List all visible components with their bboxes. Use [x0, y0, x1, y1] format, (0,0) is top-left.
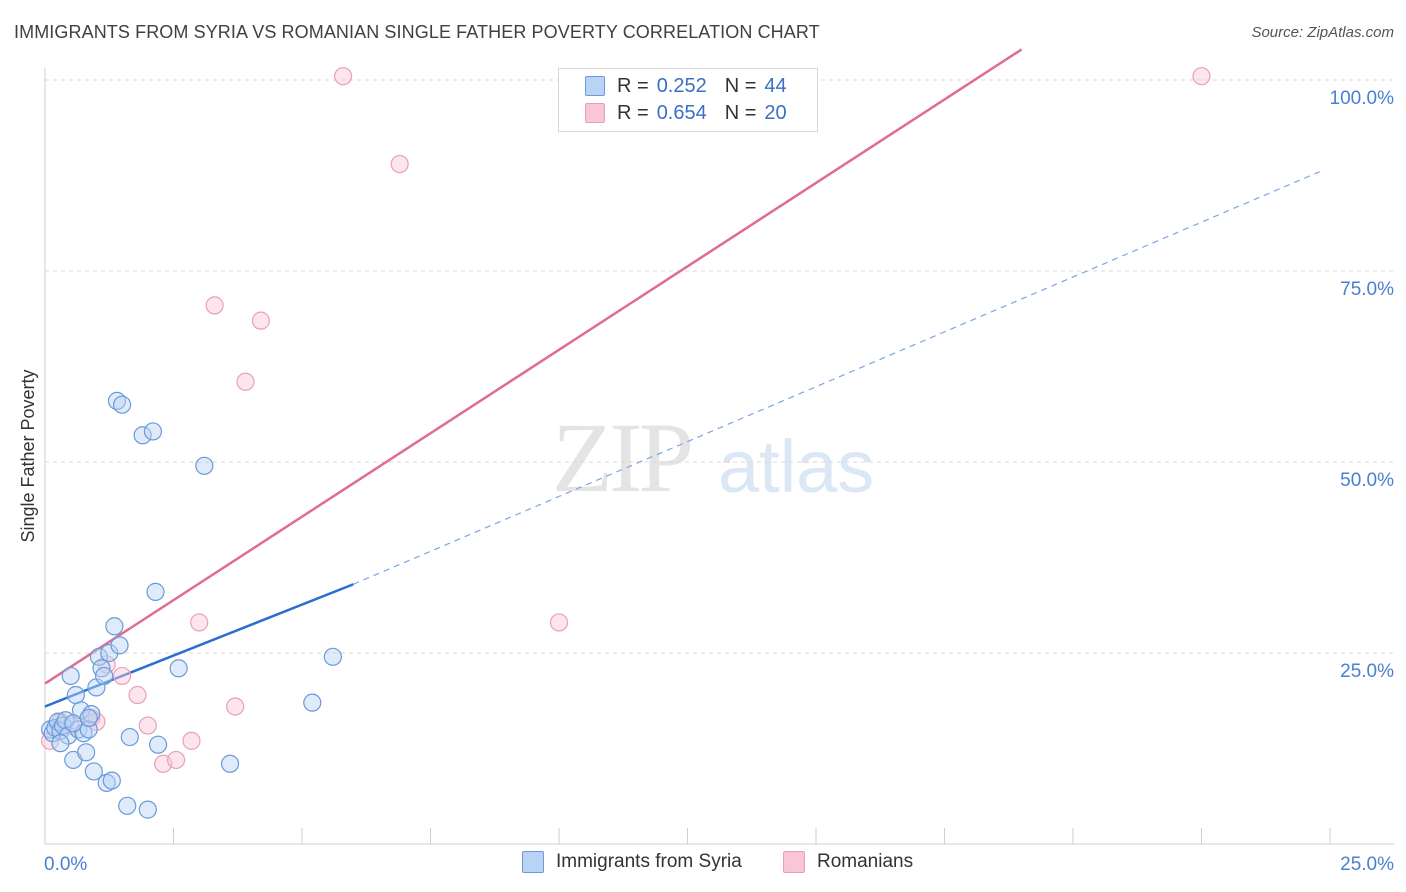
- legend-swatch-pink: [783, 851, 805, 873]
- point-romanians: [166, 750, 186, 770]
- legend-item-romanians[interactable]: Romanians: [783, 851, 913, 873]
- point-romanians: [1192, 67, 1211, 86]
- point-syria: [112, 395, 132, 414]
- point-syria: [64, 714, 83, 733]
- point-syria: [303, 693, 322, 712]
- n-label: N =: [724, 101, 757, 124]
- point-syria: [195, 456, 214, 475]
- point-romanians: [549, 613, 569, 632]
- point-syria: [77, 743, 96, 762]
- point-syria: [95, 666, 114, 686]
- point-syria: [120, 727, 139, 747]
- n-value: 44: [764, 74, 787, 97]
- legend-label: Immigrants from Syria: [556, 851, 742, 872]
- y-tick-label: 75.0%: [1340, 279, 1394, 300]
- n-value: 20: [764, 101, 787, 124]
- point-romanians: [226, 697, 245, 716]
- n-label: N =: [724, 74, 757, 97]
- point-romanians: [390, 154, 409, 174]
- r-label: R =: [617, 101, 649, 124]
- point-syria: [323, 647, 342, 666]
- point-romanians: [138, 716, 157, 735]
- trend-lines: [44, 48, 1320, 708]
- point-romanians: [182, 731, 201, 750]
- y-axis-title: Single Father Poverty: [18, 369, 38, 542]
- y-tick-label: 100.0%: [1330, 88, 1395, 109]
- trend-line-romanians: [44, 48, 1023, 685]
- point-romanians: [112, 666, 132, 686]
- point-syria: [169, 659, 188, 678]
- point-syria: [133, 426, 152, 445]
- trend-line-syria: [44, 583, 354, 708]
- chart-title: IMMIGRANTS FROM SYRIA VS ROMANIAN SINGLE…: [14, 22, 820, 42]
- legend-row-romanians: R = 0.654 N = 20: [585, 100, 787, 126]
- point-romanians: [251, 311, 270, 330]
- watermark-zip: ZIP: [552, 402, 694, 513]
- data-points: [41, 67, 1211, 819]
- legend-swatch-pink: [585, 103, 605, 123]
- point-syria: [89, 647, 109, 666]
- legend-item-syria[interactable]: Immigrants from Syria: [522, 851, 742, 873]
- point-syria: [138, 800, 157, 819]
- x-tick-label: 25.0%: [1340, 854, 1394, 875]
- legend-row-syria: R = 0.252 N = 44: [585, 73, 787, 99]
- axes: [44, 68, 1394, 845]
- point-syria: [66, 685, 85, 705]
- legend-label: Romanians: [817, 851, 914, 872]
- r-value: 0.252: [656, 74, 707, 97]
- gridlines: [45, 79, 1394, 654]
- trend-line-syria-extension: [353, 171, 1320, 585]
- point-syria: [79, 708, 98, 728]
- point-romanians: [334, 67, 353, 86]
- point-syria: [61, 666, 80, 686]
- point-syria: [105, 617, 124, 636]
- legend-swatch-blue: [585, 76, 605, 96]
- y-tick-label: 50.0%: [1340, 470, 1394, 491]
- series-legend: Immigrants from Syria Romanians: [0, 851, 1406, 879]
- point-syria: [84, 762, 103, 781]
- y-tick-label: 25.0%: [1340, 661, 1394, 682]
- point-syria: [148, 735, 168, 754]
- correlation-legend: R = 0.252 N = 44 R = 0.654 N = 20: [558, 68, 818, 132]
- point-syria: [118, 796, 137, 815]
- axis-labels: Single Father Poverty 25.0% 50.0% 75.0% 100…: [18, 88, 1394, 875]
- point-syria: [100, 643, 119, 663]
- point-romanians: [205, 296, 224, 315]
- point-syria: [146, 582, 165, 601]
- legend-swatch-blue: [522, 851, 544, 873]
- r-value: 0.654: [656, 101, 707, 124]
- point-romanians: [190, 613, 209, 632]
- point-syria: [143, 422, 163, 441]
- watermark-atlas: atlas: [718, 425, 875, 508]
- point-syria: [51, 734, 70, 753]
- point-romanians: [128, 685, 147, 705]
- point-syria: [110, 636, 129, 655]
- point-romanians: [236, 372, 255, 391]
- point-syria: [220, 754, 240, 773]
- x-tick-label: 0.0%: [44, 854, 87, 875]
- point-syria: [102, 771, 121, 790]
- r-label: R =: [617, 74, 649, 97]
- source-credit: Source: ZipAtlas.com: [1251, 24, 1394, 41]
